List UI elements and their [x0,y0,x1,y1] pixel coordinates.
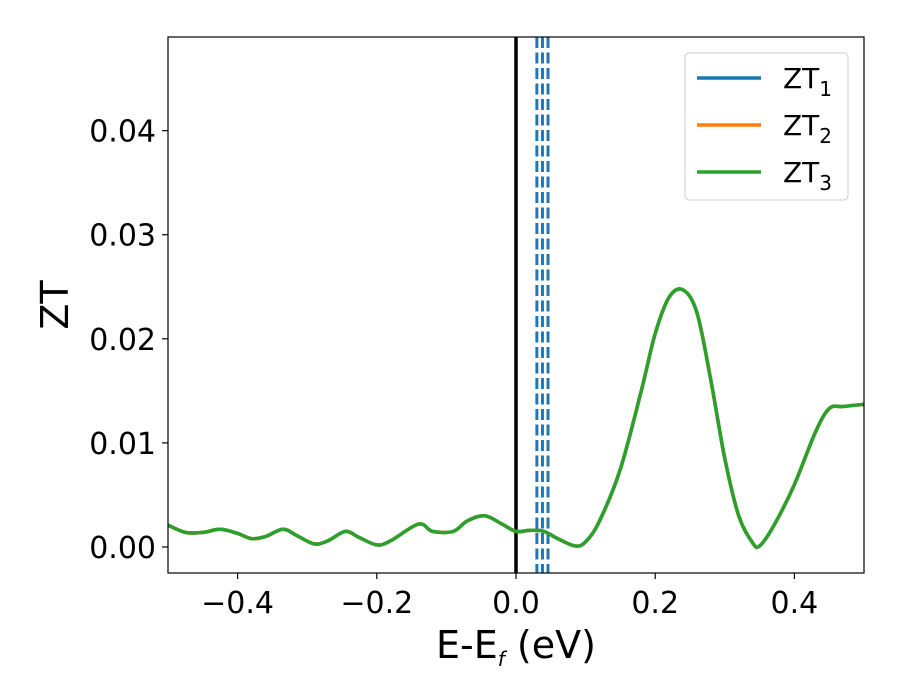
x-tick-label: 0.4 [771,586,819,621]
y-tick-label: 0.04 [89,115,156,150]
y-axis-label: ZT [33,280,77,330]
y-tick-label: 0.02 [89,323,156,358]
legend-label-1: ZT1 [783,62,832,101]
axis-ticks: −0.4 −0.2 0.0 0.2 0.4 0.00 0.01 0.02 0.03 0.04 [89,115,818,621]
legend-label-2: ZT2 [783,109,832,148]
plot-area [168,37,864,573]
legend-box [684,52,849,201]
x-tick-label: −0.4 [201,586,274,621]
y-tick-label: 0.03 [89,219,156,254]
series-line-3 [168,287,864,550]
y-tick-label: 0.01 [89,427,156,462]
legend-label-3: ZT3 [783,156,832,195]
x-tick-label: 0.2 [631,586,679,621]
x-tick-label: −0.2 [340,586,413,621]
x-tick-label: 0.0 [492,586,540,621]
y-tick-label: 0.00 [89,531,156,566]
legend: ZT1 ZT2 ZT3 [684,52,849,201]
x-axis-label: E-Ef (eV) [436,623,596,671]
